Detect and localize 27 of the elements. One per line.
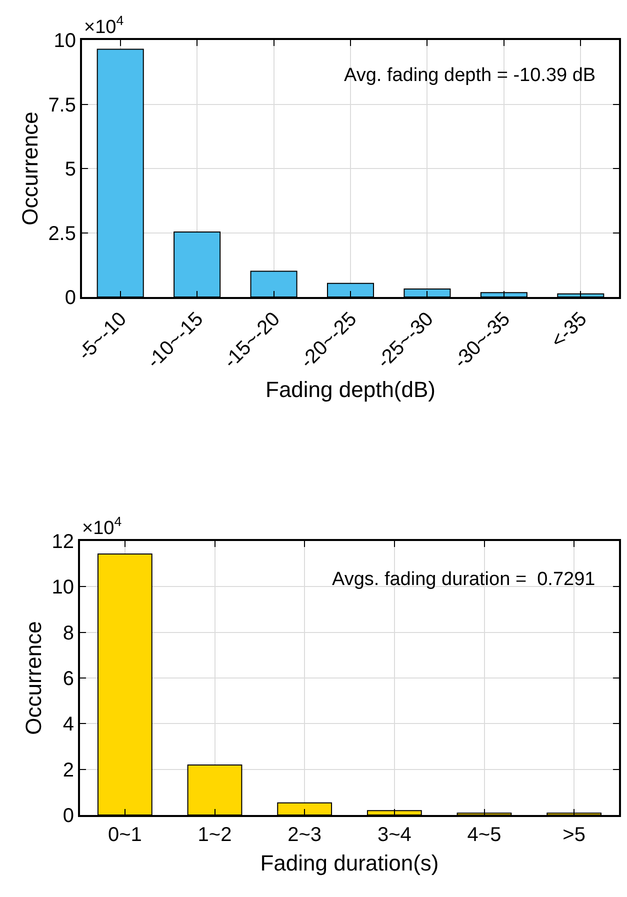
text: ×10$^{4}$	[84, 13, 124, 38]
x-tick-label: <-35	[546, 308, 592, 352]
y-tick-label: 12	[52, 531, 74, 553]
x-tick-label: 2~3	[288, 824, 322, 846]
y-tick-label: 2	[62, 759, 74, 782]
x-tick-label: 1~2	[198, 824, 232, 846]
annotation: Avg. fading depth = -10.39 dB	[344, 65, 596, 86]
x-tick-label: 3~4	[377, 824, 412, 846]
y-tick-label: 8	[62, 622, 74, 644]
y-tick-label: 10	[52, 576, 74, 599]
x-axis-title: Fading depth(dB)	[266, 377, 436, 402]
y-tick-label: 0	[62, 805, 74, 827]
text: ×10$^{4}$	[82, 514, 122, 539]
y-tick-label: 10	[54, 30, 76, 52]
x-tick-label: 4~5	[467, 824, 502, 846]
y-axis-title: Occurrence	[21, 621, 46, 735]
y-tick-label: 0	[64, 287, 76, 309]
y-tick-label: 6	[62, 668, 74, 690]
y-tick-label: 5	[64, 158, 76, 180]
x-tick-label: 0~1	[108, 824, 142, 846]
annotation: Avgs. fading duration = 0.7291	[332, 569, 596, 590]
y-axis-title: Occurrence	[17, 112, 42, 226]
y-tick-label: 2.5	[48, 222, 76, 245]
x-axis-title: Fading duration(s)	[260, 850, 439, 876]
y-tick-label: 7.5	[48, 94, 76, 116]
x-tick-label: >5	[562, 824, 586, 846]
y-tick-label: 4	[62, 714, 74, 736]
